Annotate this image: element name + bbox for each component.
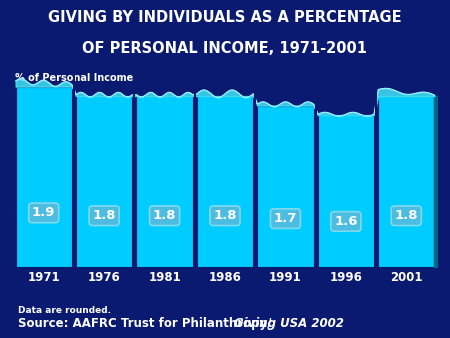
- Bar: [378, 96, 434, 267]
- Bar: [197, 96, 253, 267]
- Text: Source: AAFRC Trust for Philanthropy/: Source: AAFRC Trust for Philanthropy/: [18, 317, 271, 330]
- Bar: [318, 115, 374, 267]
- Text: 1.8: 1.8: [395, 209, 418, 222]
- Text: 1.6: 1.6: [334, 215, 358, 228]
- Text: 1.8: 1.8: [92, 209, 116, 222]
- Bar: [257, 105, 314, 267]
- Text: 1.7: 1.7: [274, 212, 297, 225]
- Text: 1.8: 1.8: [153, 209, 176, 222]
- Text: % of Personal Income: % of Personal Income: [15, 73, 133, 83]
- Bar: [76, 96, 132, 267]
- Text: Giving USA 2002: Giving USA 2002: [234, 317, 344, 330]
- Bar: [16, 87, 72, 267]
- Text: 1.9: 1.9: [32, 207, 55, 219]
- Text: 1.8: 1.8: [213, 209, 237, 222]
- Text: GIVING BY INDIVIDUALS AS A PERCENTAGE: GIVING BY INDIVIDUALS AS A PERCENTAGE: [48, 10, 402, 25]
- Text: OF PERSONAL INCOME, 1971-2001: OF PERSONAL INCOME, 1971-2001: [82, 41, 368, 55]
- Bar: [136, 96, 193, 267]
- Text: Data are rounded.: Data are rounded.: [18, 306, 111, 315]
